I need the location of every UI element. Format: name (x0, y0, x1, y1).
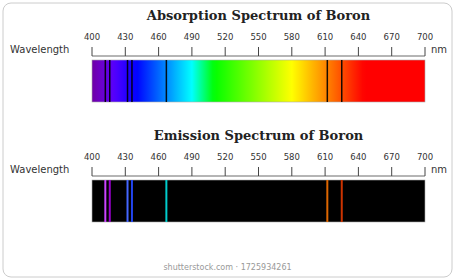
emission-line (165, 180, 167, 222)
absorption-line (341, 60, 343, 102)
tick (92, 167, 93, 176)
axis-line (92, 56, 425, 57)
axis-line (92, 176, 425, 177)
tick-label: 460 (150, 32, 166, 42)
spectrum-chart: Emission Spectrum of Boron Wavelength nm 40… (10, 128, 447, 272)
tick-label: 460 (150, 152, 166, 162)
spectrum-band (92, 60, 425, 102)
emission-line (104, 180, 106, 222)
tick-label: 430 (117, 152, 133, 162)
emission-line (326, 180, 328, 222)
watermark: shutterstock.com · 1725934261 (163, 263, 291, 272)
absorption-line (131, 60, 133, 102)
emission-line (341, 180, 343, 222)
tick (225, 167, 226, 176)
tick (258, 167, 259, 176)
tick (92, 47, 93, 56)
tick-label: 610 (317, 32, 333, 42)
tick-label: 520 (217, 152, 233, 162)
axis-label: Wavelength (10, 164, 69, 175)
tick-label: 580 (284, 32, 300, 42)
annotation: nm (431, 44, 447, 55)
tick (191, 167, 192, 176)
tick (158, 47, 159, 56)
tick (191, 47, 192, 56)
absorption-line (109, 60, 111, 102)
tick (391, 167, 392, 176)
tick-label: 670 (384, 152, 400, 162)
emission-line (127, 180, 129, 222)
tick-label: 430 (117, 32, 133, 42)
tick-label: 700 (417, 32, 433, 42)
tick (125, 167, 126, 176)
tick-label: 550 (250, 152, 266, 162)
axis-label: Wavelength (10, 44, 69, 55)
tick-label: 400 (84, 32, 100, 42)
spectrum-band (92, 180, 425, 222)
figure: Absorption Spectrum of Boron Wavelength nm… (0, 0, 455, 280)
tick (391, 47, 392, 56)
annotation: nm (431, 164, 447, 175)
tick (225, 47, 226, 56)
absorption-line (327, 60, 329, 102)
tick-label: 580 (284, 152, 300, 162)
tick-label: 700 (417, 152, 433, 162)
lines (105, 180, 341, 222)
title: Absorption Spectrum of Boron (146, 8, 371, 23)
absorption-line (166, 60, 168, 102)
lines (105, 60, 341, 102)
title: Emission Spectrum of Boron (154, 128, 364, 143)
tick-label: 640 (350, 32, 366, 42)
spectrum-chart: Absorption Spectrum of Boron Wavelength nm… (10, 8, 447, 102)
absorption-line (105, 60, 107, 102)
tick-label: 400 (84, 152, 100, 162)
tick (325, 167, 326, 176)
emission-line (109, 180, 111, 222)
tick (358, 47, 359, 56)
tick-label: 490 (184, 152, 200, 162)
tick-label: 610 (317, 152, 333, 162)
tick-label: 520 (217, 32, 233, 42)
tick (425, 167, 426, 176)
tick (258, 47, 259, 56)
tick (325, 47, 326, 56)
tick (291, 47, 292, 56)
absorption-line (127, 60, 129, 102)
emission-line (131, 180, 133, 222)
tick (291, 167, 292, 176)
tick-label: 550 (250, 32, 266, 42)
tick-label: 640 (350, 152, 366, 162)
tick (158, 167, 159, 176)
tick-label: 490 (184, 32, 200, 42)
tick-label: 670 (384, 32, 400, 42)
tick (125, 47, 126, 56)
border (3, 3, 452, 277)
tick (425, 47, 426, 56)
tick (358, 167, 359, 176)
